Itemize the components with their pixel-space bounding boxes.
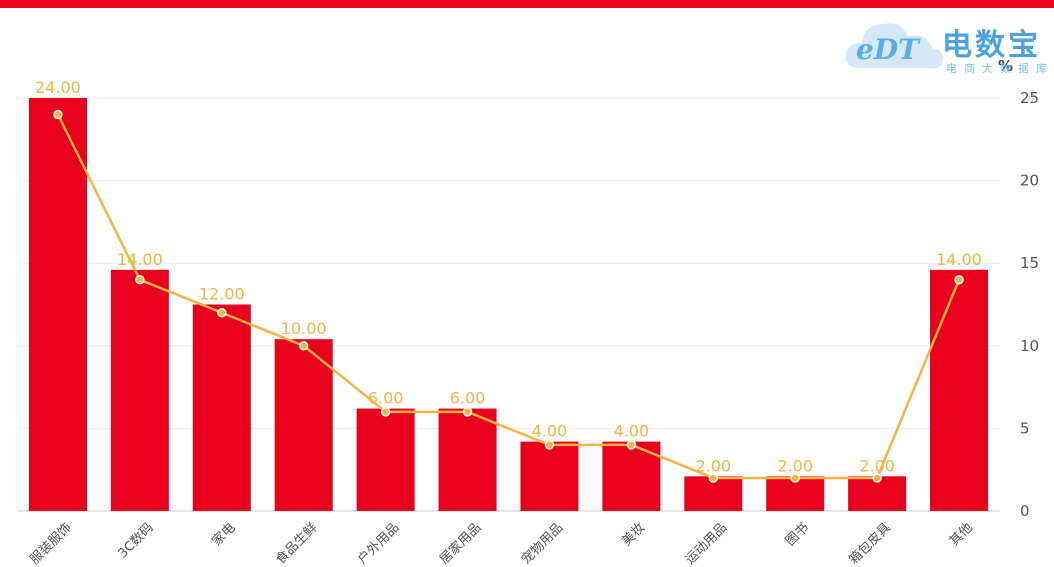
bar (356, 408, 415, 511)
watermark-brand: 电数宝 (942, 28, 1041, 63)
data-label: 2.00 (859, 456, 895, 475)
data-label: 10.00 (281, 319, 327, 338)
y-tick-label: 10 (1020, 337, 1039, 355)
x-axis-labels: 服装服饰 3C数码 家电 食品生鲜 户外用品 居家用品 宠物用品 美妆 运动用品 图书 箱包皮具 其他 (27, 520, 975, 567)
watermark-subtitle: 电商大数据库 (946, 62, 1054, 75)
data-label: 24.00 (35, 78, 81, 97)
line-point (790, 473, 800, 483)
y-axis: 0 5 10 15 20 25% (998, 57, 1039, 520)
data-label: 2.00 (695, 456, 731, 475)
y-tick-label: 25 (1020, 89, 1039, 107)
line-point (872, 473, 882, 483)
data-label: 4.00 (614, 422, 650, 441)
x-tick-label: 箱包皮具 (846, 520, 894, 567)
x-tick-label: 宠物用品 (518, 520, 566, 567)
line-point (135, 274, 145, 285)
bar (438, 408, 497, 511)
x-tick-label: 家电 (209, 520, 239, 550)
x-tick-label: 居家用品 (436, 520, 484, 567)
data-label: 6.00 (368, 389, 404, 408)
line-series: 24.00 14.00 12.00 10.00 6.00 6.00 4.00 4.00 2.00… (35, 78, 982, 483)
data-label: 4.00 (532, 422, 568, 441)
y-tick-label: 0 (1020, 502, 1030, 520)
line-point (708, 473, 719, 483)
line-point (217, 308, 227, 318)
x-tick-label: 食品生鲜 (272, 520, 320, 567)
line-point (462, 407, 473, 417)
x-tick-label: 美妆 (619, 520, 648, 549)
line-point (626, 440, 637, 450)
bar (274, 339, 333, 511)
bar (192, 304, 251, 511)
data-label: 12.00 (199, 285, 245, 304)
bar (110, 269, 169, 511)
x-tick-label: 图书 (783, 520, 812, 549)
cloud-logo-icon (845, 23, 943, 69)
top-stripe (0, 0, 1054, 8)
grid-lines (17, 97, 1000, 512)
y-tick-label: 5 (1020, 419, 1030, 437)
x-tick-label: 其他 (947, 520, 976, 549)
bar (28, 98, 87, 511)
line-point (53, 109, 63, 120)
y-axis-unit: % (998, 57, 1013, 75)
line-point (954, 274, 964, 285)
x-tick-label: 3C数码 (115, 520, 156, 561)
line-point (298, 341, 309, 351)
y-tick-label: 15 (1020, 254, 1039, 272)
y-tick-label: 20 (1020, 172, 1039, 190)
bar-series (28, 98, 989, 511)
x-tick-label: 户外用品 (354, 520, 402, 567)
bar (930, 269, 989, 511)
data-label: 14.00 (936, 250, 982, 269)
data-label: 6.00 (450, 389, 486, 408)
series-line (56, 113, 961, 480)
bar (520, 441, 579, 511)
x-tick-label: 运动用品 (683, 520, 730, 567)
data-label: 14.00 (117, 250, 163, 269)
watermark-logo-text: eDT (856, 33, 919, 66)
line-point (544, 440, 555, 450)
data-label: 2.00 (777, 456, 813, 475)
watermark: eDT 电数宝 电商大数据库 (842, 10, 1054, 80)
line-point (380, 407, 391, 417)
x-tick-label: 服装服饰 (27, 520, 74, 567)
